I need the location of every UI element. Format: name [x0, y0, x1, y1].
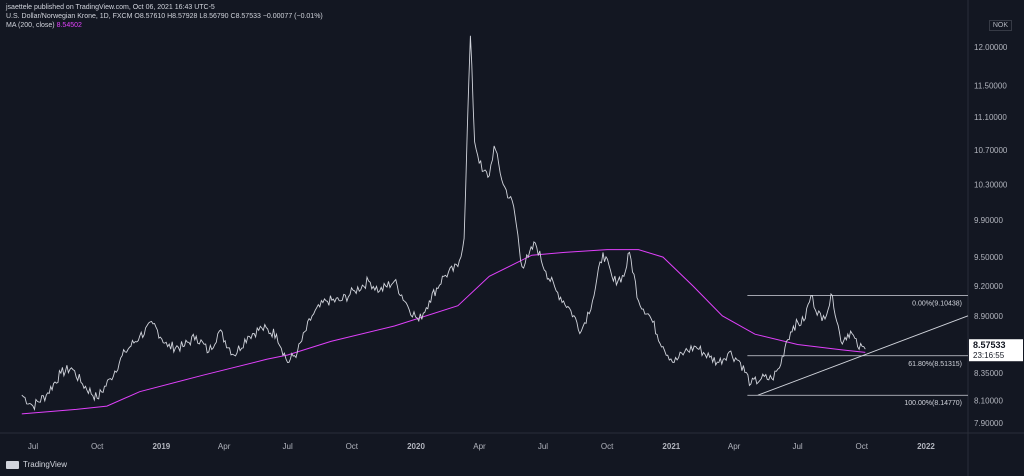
fib-level-label: 100.00%(8.14770) [904, 400, 962, 407]
time-tick-label: Jul [28, 442, 38, 451]
currency-label[interactable]: NOK [988, 20, 1012, 31]
time-tick-label: Apr [218, 442, 231, 451]
fib-level-label: 61.80%(8.51315) [908, 361, 962, 368]
symbol-ohlc-line: U.S. Dollar/Norwegian Krone, 1D, FXCM O8… [6, 13, 323, 20]
price-tick-label: 11.10000 [974, 113, 1007, 122]
price-tick-label: 11.50000 [974, 81, 1007, 90]
time-tick-label: Apr [473, 442, 486, 451]
price-tick-label: 9.50000 [974, 253, 1003, 262]
time-tick-label: Oct [601, 442, 614, 451]
price-tick-label: 7.90000 [974, 419, 1003, 428]
brand-name: TradingView [23, 460, 68, 469]
price-series-line[interactable] [21, 35, 866, 411]
ma-value: 8.54502 [56, 22, 82, 29]
chart-legend: jsaettele published on TradingView.com, … [6, 3, 323, 30]
time-tick-label: 2022 [917, 442, 935, 451]
time-tick-label: Oct [91, 442, 104, 451]
footer-brand: TradingView [6, 460, 67, 469]
time-tick-label: Apr [728, 442, 741, 451]
bar-countdown-label: 23:16:55 [973, 351, 1005, 360]
current-price-label: 8.57533 [973, 340, 1006, 350]
current-price-badge [969, 339, 1023, 362]
price-tick-label: 8.35000 [974, 369, 1003, 378]
fib-level-label: 0.00%(9.10438) [912, 300, 962, 307]
price-tick-label: 10.70000 [974, 146, 1008, 155]
time-tick-label: 2021 [662, 442, 680, 451]
time-tick-label: Jul [538, 442, 548, 451]
price-tick-label: 8.90000 [974, 312, 1003, 321]
time-tick-label: 2019 [152, 442, 170, 451]
price-tick-label: 12.00000 [974, 43, 1008, 52]
time-tick-label: Jul [792, 442, 802, 451]
tradingview-logo-icon [6, 460, 19, 469]
price-tick-label: 9.90000 [974, 216, 1003, 225]
time-tick-label: Oct [856, 442, 869, 451]
time-tick-label: 2020 [407, 442, 425, 451]
price-tick-label: 10.30000 [974, 180, 1008, 189]
price-tick-label: 8.10000 [974, 397, 1003, 406]
support-trendline[interactable] [757, 315, 969, 396]
time-tick-label: Jul [283, 442, 293, 451]
price-tick-label: 9.20000 [974, 282, 1003, 291]
ma-legend: MA (200, close) 8.54502 [6, 21, 323, 30]
time-tick-label: Oct [346, 442, 359, 451]
publisher-line: jsaettele published on TradingView.com, … [6, 4, 215, 11]
ma-200-line[interactable] [21, 249, 866, 415]
ma-label: MA (200, close) [6, 22, 55, 29]
